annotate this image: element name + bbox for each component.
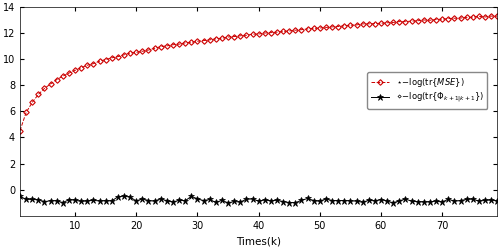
$\to\log(\mathrm{tr}\{\mathrm{MSE}\})$ — [494, 199, 500, 202]
$-\log(\mathrm{tr}\{\Phi_{k+1|k+1}\})$ — [213, 37, 219, 40]
$-\log(\mathrm{tr}\{\Phi_{k+1|k+1}\})$ — [488, 15, 494, 18]
X-axis label: Times(k): Times(k) — [236, 236, 281, 246]
$\to\log(\mathrm{tr}\{\mathrm{MSE}\})$ — [219, 199, 225, 202]
$\to\log(\mathrm{tr}\{\mathrm{MSE}\})$ — [121, 194, 127, 197]
$\to\log(\mathrm{tr}\{\mathrm{MSE}\})$ — [213, 201, 219, 204]
$\to\log(\mathrm{tr}\{\mathrm{MSE}\})$ — [17, 195, 23, 198]
Legend: $\star\!-\!\log(\mathrm{tr}\{MSE\})$, $\diamond\!-\!\log(\mathrm{tr}\{\Phi_{k+1|: $\star\!-\!\log(\mathrm{tr}\{MSE\})$, $\… — [368, 72, 488, 109]
$\to\log(\mathrm{tr}\{\mathrm{MSE}\})$ — [225, 201, 231, 204]
$\to\log(\mathrm{tr}\{\mathrm{MSE}\})$ — [152, 200, 158, 203]
Line: $-\log(\mathrm{tr}\{\Phi_{k+1|k+1}\})$: $-\log(\mathrm{tr}\{\Phi_{k+1|k+1}\})$ — [18, 14, 499, 132]
$-\log(\mathrm{tr}\{\Phi_{k+1|k+1}\})$ — [206, 38, 212, 41]
$-\log(\mathrm{tr}\{\Phi_{k+1|k+1}\})$ — [134, 51, 140, 54]
$\to\log(\mathrm{tr}\{\mathrm{MSE}\})$ — [140, 197, 145, 200]
$-\log(\mathrm{tr}\{\Phi_{k+1|k+1}\})$ — [292, 29, 298, 32]
$-\log(\mathrm{tr}\{\Phi_{k+1|k+1}\})$ — [146, 49, 152, 52]
$-\log(\mathrm{tr}\{\Phi_{k+1|k+1}\})$ — [17, 129, 23, 132]
Line: $\to\log(\mathrm{tr}\{\mathrm{MSE}\})$: $\to\log(\mathrm{tr}\{\mathrm{MSE}\})$ — [17, 193, 500, 206]
$\to\log(\mathrm{tr}\{\mathrm{MSE}\})$ — [378, 198, 384, 201]
$\to\log(\mathrm{tr}\{\mathrm{MSE}\})$ — [304, 197, 310, 200]
$-\log(\mathrm{tr}\{\Phi_{k+1|k+1}\})$ — [366, 22, 372, 25]
$-\log(\mathrm{tr}\{\Phi_{k+1|k+1}\})$ — [494, 15, 500, 18]
